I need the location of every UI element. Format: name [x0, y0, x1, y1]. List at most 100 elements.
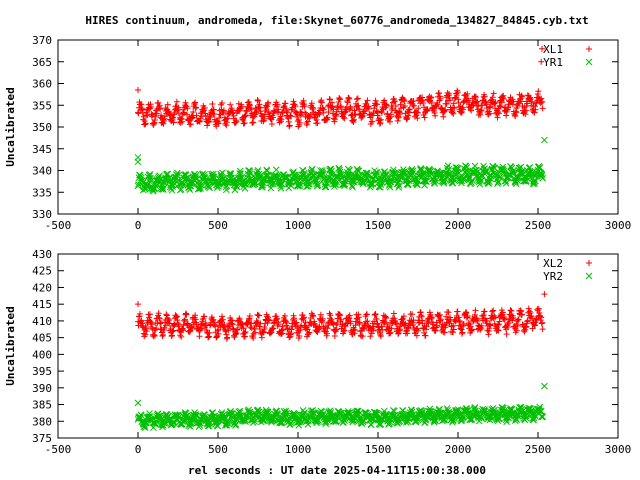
data-point: [317, 311, 324, 318]
data-point: [414, 115, 421, 122]
data-point: [391, 98, 398, 105]
data-point: [373, 409, 381, 417]
y-tick-label: 425: [32, 265, 52, 278]
data-point: [397, 326, 404, 333]
data-point: [161, 113, 168, 120]
data-point: [374, 320, 381, 327]
data-point: [530, 416, 537, 424]
data-point: [451, 105, 458, 112]
data-point: [497, 103, 504, 110]
data-point: [491, 164, 498, 172]
data-point: [463, 405, 471, 412]
y-axis-label: Uncalibrated: [4, 87, 17, 166]
data-point: [541, 136, 548, 144]
data-point: [296, 119, 303, 126]
x-tick-label: 500: [208, 443, 228, 456]
data-point: [430, 417, 438, 425]
data-point: [492, 99, 499, 106]
data-point: [355, 167, 363, 175]
data-point: [476, 180, 484, 188]
data-point: [359, 333, 366, 340]
data-point: [255, 312, 262, 319]
data-point: [134, 158, 142, 166]
data-point: [135, 301, 141, 308]
data-point: [160, 186, 167, 193]
y-tick-label: 410: [32, 315, 52, 328]
data-point: [305, 330, 312, 337]
data-point: [536, 163, 544, 171]
data-point: [279, 326, 286, 333]
x-tick-label: 3000: [605, 219, 632, 232]
data-point: [198, 113, 205, 120]
data-point: [242, 113, 249, 120]
data-point: [347, 105, 354, 112]
series-YR1: [134, 136, 548, 195]
legend-label: XL1: [543, 43, 563, 56]
data-point: [481, 308, 488, 315]
data-point: [193, 104, 200, 111]
data-point: [519, 93, 525, 100]
data-point: [348, 112, 355, 119]
y-tick-label: 340: [32, 165, 52, 178]
data-point: [265, 99, 272, 106]
x-tick-label: -500: [45, 219, 72, 232]
data-point: [219, 169, 226, 177]
data-point: [294, 111, 301, 118]
data-point: [236, 170, 244, 177]
data-point: [147, 103, 154, 110]
data-point: [304, 118, 311, 125]
data-point: [236, 167, 244, 175]
data-point: [468, 179, 475, 186]
data-point: [147, 311, 153, 318]
x-tick-label: 1000: [285, 443, 312, 456]
data-point: [500, 96, 507, 103]
data-point: [275, 321, 282, 328]
legend-marker: [586, 46, 592, 52]
data-point: [179, 418, 187, 426]
data-point: [434, 322, 441, 329]
data-point: [189, 114, 196, 121]
data-point: [513, 327, 520, 334]
data-point: [156, 172, 163, 179]
data-point: [242, 180, 250, 188]
data-point: [447, 97, 453, 104]
x-tick-label: 0: [135, 219, 142, 232]
data-point: [481, 406, 488, 414]
x-axis-label: rel seconds : UT date 2025-04-11T15:00:3…: [188, 464, 486, 477]
data-point: [286, 334, 293, 341]
data-point: [367, 333, 374, 340]
data-point: [449, 418, 456, 426]
data-point: [481, 408, 489, 415]
y-tick-label: 390: [32, 382, 52, 395]
data-point: [471, 93, 478, 100]
data-point: [247, 104, 254, 111]
data-point: [219, 313, 225, 320]
data-point: [503, 331, 510, 338]
data-point: [190, 108, 197, 115]
data-point: [288, 326, 295, 333]
data-point: [210, 173, 218, 181]
data-point: [246, 408, 254, 416]
data-point: [400, 313, 407, 320]
data-point: [524, 100, 531, 107]
y-tick-label: 370: [32, 34, 52, 47]
data-point: [192, 99, 199, 106]
data-point: [151, 332, 158, 339]
data-point: [515, 316, 522, 323]
data-point: [314, 120, 321, 127]
data-point: [401, 170, 408, 177]
data-point: [283, 319, 290, 326]
data-point: [224, 334, 231, 341]
data-point: [383, 102, 390, 109]
data-point: [494, 114, 501, 121]
data-point: [488, 165, 496, 173]
data-point: [494, 180, 501, 188]
data-point: [436, 409, 444, 417]
data-point: [395, 114, 402, 121]
data-point: [367, 421, 375, 429]
data-point: [138, 412, 145, 419]
data-point: [432, 177, 439, 185]
data-point: [338, 104, 345, 111]
data-point: [293, 319, 300, 326]
data-point: [539, 105, 546, 112]
